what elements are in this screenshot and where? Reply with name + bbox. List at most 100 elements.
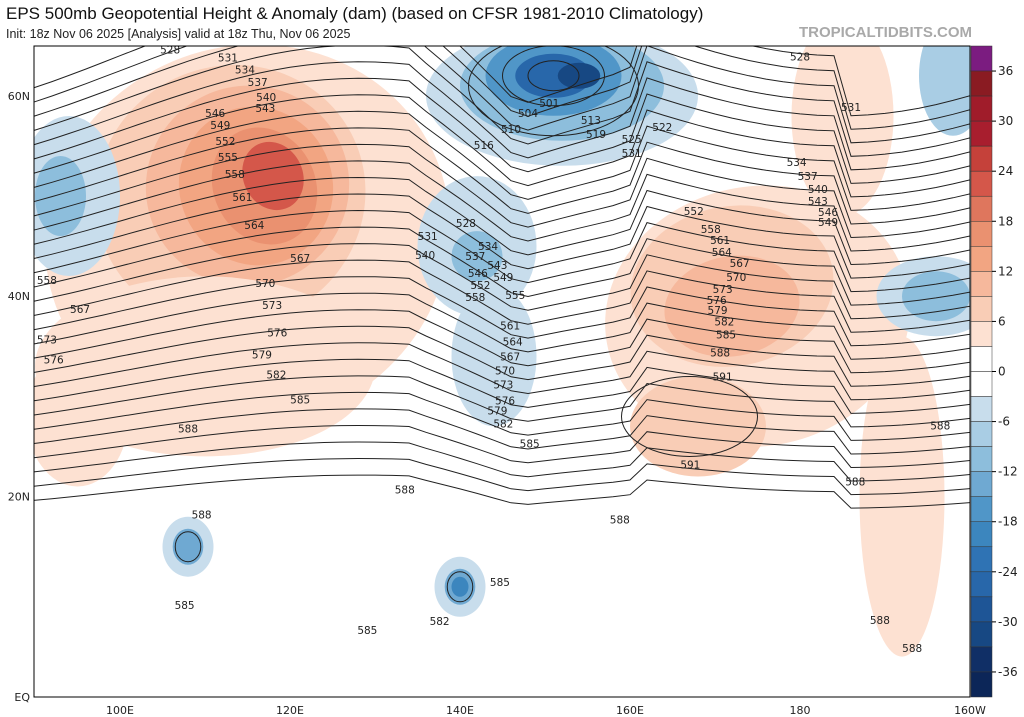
colorbar-swatch <box>970 671 993 698</box>
contour-label: 516 <box>474 140 494 152</box>
colorbar-swatch <box>970 396 993 422</box>
contour-label: 546 <box>818 207 838 219</box>
anomaly-shading <box>791 46 894 216</box>
contour-label: 567 <box>730 258 750 270</box>
contour-label: 531 <box>841 102 861 114</box>
height-contour <box>34 61 970 171</box>
lon-tick-label: 160E <box>616 704 644 717</box>
colorbar-swatch <box>970 95 993 122</box>
colorbar-swatch <box>970 596 993 623</box>
height-contour <box>34 375 970 428</box>
colorbar-label: -36 <box>998 665 1018 679</box>
height-contour <box>34 193 970 279</box>
contour-label: 534 <box>235 65 255 77</box>
contour-label: 588 <box>710 347 730 359</box>
colorbar-label: -18 <box>998 515 1018 529</box>
anomaly-shading <box>859 336 945 657</box>
height-contour <box>34 292 970 360</box>
colorbar-swatch <box>970 195 993 222</box>
anomaly-shading <box>34 346 129 487</box>
contour-label: 567 <box>290 253 310 265</box>
chart-title: EPS 500mb Geopotential Height & Anomaly … <box>6 4 704 23</box>
closed-contour <box>446 571 474 603</box>
height-contour <box>34 176 970 266</box>
height-contour <box>34 46 970 144</box>
contour-label: 588 <box>902 643 922 655</box>
colorbar-swatch <box>970 246 993 272</box>
height-contour <box>34 424 970 469</box>
contour-label: 588 <box>178 423 198 435</box>
colorbar-swatch <box>970 120 993 147</box>
height-contour <box>34 94 970 198</box>
anomaly-shading <box>630 376 766 477</box>
anomaly-shading <box>664 255 800 357</box>
contour-label: 573 <box>262 300 282 312</box>
contour-label: 570 <box>495 365 515 377</box>
colorbar-swatch <box>970 346 993 372</box>
height-contour <box>34 325 970 387</box>
closed-contour <box>174 531 202 563</box>
map-frame <box>33 45 971 698</box>
contour-label: 558 <box>37 275 57 287</box>
colorbar-label: -6 <box>998 415 1010 429</box>
contour-label: 558 <box>701 224 721 236</box>
lat-tick-label: 40N <box>8 290 30 303</box>
anomaly-shading <box>242 141 304 211</box>
contour-label: 564 <box>244 220 264 232</box>
contour-label: 534 <box>478 241 498 253</box>
lon-tick-label: 180 <box>790 704 811 717</box>
lon-tick-label: 140E <box>446 704 474 717</box>
lon-tick-label: 160W <box>954 704 986 717</box>
height-contour <box>34 143 970 239</box>
lon-tick-label: 100E <box>106 704 134 717</box>
closed-contour <box>468 46 639 137</box>
contour-label: 558 <box>465 292 485 304</box>
contour-label: 591 <box>680 460 700 472</box>
contour-label: 549 <box>818 217 838 229</box>
contour-label: 579 <box>252 349 272 361</box>
contour-label: 540 <box>415 250 435 262</box>
contour-label: 522 <box>652 122 672 134</box>
contour-label: 513 <box>581 115 601 127</box>
colorbar-label: -12 <box>998 465 1018 479</box>
contour-label: 528 <box>160 45 180 57</box>
colorbar-swatch <box>970 521 993 548</box>
colorbar-label: 30 <box>998 114 1013 128</box>
colorbar-swatch <box>970 221 993 247</box>
closed-contour <box>527 60 580 92</box>
contour-label: 588 <box>845 477 865 489</box>
contour-label: 546 <box>468 268 488 280</box>
contour-label: 552 <box>470 280 490 292</box>
contour-label: 570 <box>726 272 746 284</box>
contour-label: 531 <box>218 53 238 65</box>
contour-label: 585 <box>520 438 540 450</box>
anomaly-shading <box>35 156 86 236</box>
contour-label: 528 <box>456 218 476 230</box>
contour-label: 543 <box>255 103 275 115</box>
height-contour <box>34 77 970 184</box>
anomaly-shading <box>902 271 970 322</box>
colorbar-swatch <box>970 621 993 648</box>
colorbar-swatch <box>970 546 993 573</box>
contour-label: 579 <box>487 405 507 417</box>
colorbar-label: 6 <box>998 314 1006 328</box>
contour-label: 588 <box>610 515 630 527</box>
contour-label: 588 <box>930 420 950 432</box>
height-contour <box>34 391 970 441</box>
contour-label: 582 <box>714 316 734 328</box>
contour-label: 537 <box>248 77 268 89</box>
contour-label: 549 <box>210 120 230 132</box>
contour-label: 582 <box>266 369 286 381</box>
contour-label: 546 <box>205 108 225 120</box>
height-contour <box>34 408 970 455</box>
colorbar-swatch <box>970 271 993 297</box>
contour-label: 540 <box>256 92 276 104</box>
height-contour <box>34 209 970 293</box>
anomaly-shading <box>172 528 204 565</box>
lon-tick-label: 120E <box>276 704 304 717</box>
colorbar-swatch <box>970 496 993 522</box>
contour-label: 504 <box>518 108 538 120</box>
contour-label: 576 <box>44 354 64 366</box>
colorbar-swatch <box>970 421 993 447</box>
